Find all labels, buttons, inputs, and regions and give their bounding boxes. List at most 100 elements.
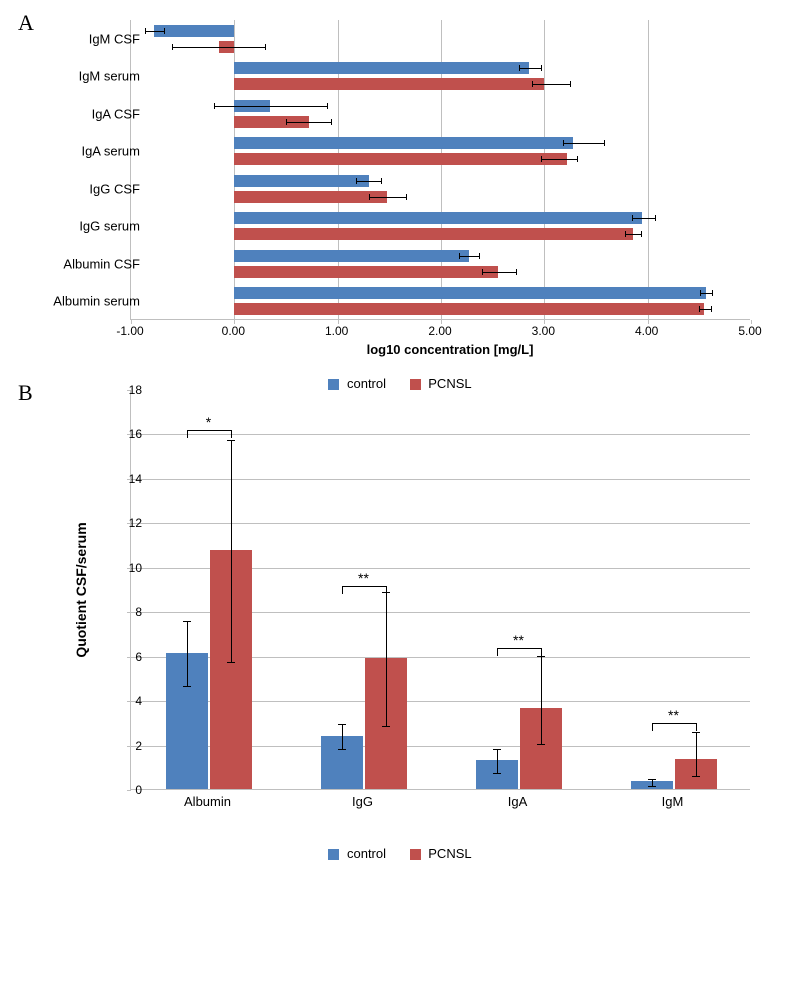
errorbar <box>286 122 331 123</box>
significance-bracket-leg <box>231 430 233 438</box>
y-category-label: IgA serum <box>81 144 140 159</box>
errorbar-cap <box>493 773 501 774</box>
significance-bracket <box>652 723 696 724</box>
errorbar-cap <box>532 81 533 87</box>
errorbar <box>214 106 328 107</box>
errorbar <box>632 218 655 219</box>
errorbar <box>625 234 642 235</box>
errorbar <box>497 749 498 773</box>
errorbar-cap <box>227 440 235 441</box>
panel-b-yaxis-title: Quotient CSF/serum <box>73 522 89 657</box>
y-category-label: IgG CSF <box>89 181 140 196</box>
x-tick-label: 4.00 <box>635 324 658 338</box>
legend-label-pcnsl: PCNSL <box>428 846 471 861</box>
significance-label: ** <box>513 632 524 648</box>
x-tick-label: 3.00 <box>532 324 555 338</box>
significance-label: ** <box>668 707 679 723</box>
errorbar-cap <box>648 779 656 780</box>
x-category-label: Albumin <box>184 794 231 809</box>
errorbar-cap <box>692 732 700 733</box>
panel-b-legend: control PCNSL <box>10 846 790 861</box>
errorbar <box>187 621 188 685</box>
errorbar <box>386 592 387 725</box>
y-category-label: IgA CSF <box>92 106 140 121</box>
y-tick-label: 0 <box>135 783 142 797</box>
errorbar-cap <box>648 786 656 787</box>
errorbar-cap <box>570 81 571 87</box>
errorbar <box>145 31 164 32</box>
significance-bracket-leg <box>187 430 189 438</box>
swatch-pcnsl <box>410 849 421 860</box>
gridline <box>648 20 649 319</box>
y-tick-label: 6 <box>135 650 142 664</box>
x-tick-label: 5.00 <box>738 324 761 338</box>
errorbar-cap <box>406 194 407 200</box>
tick <box>127 657 131 658</box>
panel-a: A log10 concentration [mg/L] -1.000.001.… <box>10 10 790 370</box>
bar-control <box>154 25 235 37</box>
errorbar <box>699 309 710 310</box>
gridline <box>131 479 750 480</box>
errorbar <box>356 181 381 182</box>
tick <box>127 790 131 791</box>
errorbar <box>700 293 711 294</box>
x-tick-label: -1.00 <box>116 324 143 338</box>
errorbar <box>541 159 577 160</box>
errorbar-cap <box>632 215 633 221</box>
y-category-label: IgM CSF <box>89 31 140 46</box>
errorbar <box>519 68 542 69</box>
significance-bracket <box>497 648 541 649</box>
legend-item-pcnsl: PCNSL <box>410 846 472 861</box>
errorbar <box>696 732 697 775</box>
y-tick-label: 12 <box>129 516 142 530</box>
legend-label-control: control <box>347 846 386 861</box>
errorbar-cap <box>459 253 460 259</box>
legend-item-control: control <box>328 846 386 861</box>
errorbar <box>459 256 480 257</box>
errorbar-cap <box>145 28 146 34</box>
errorbar-cap <box>711 306 712 312</box>
errorbar-cap <box>369 194 370 200</box>
errorbar-cap <box>537 744 545 745</box>
bar-pcnsl <box>234 78 544 90</box>
x-tick-label: 2.00 <box>428 324 451 338</box>
panel-b-plot: Quotient CSF/serum ******* <box>130 390 750 790</box>
bar-control <box>234 62 529 74</box>
y-tick-label: 18 <box>129 383 142 397</box>
tick <box>127 612 131 613</box>
errorbar-cap <box>214 103 215 109</box>
errorbar-cap <box>356 178 357 184</box>
errorbar-cap <box>479 253 480 259</box>
errorbar-cap <box>577 156 578 162</box>
errorbar-cap <box>604 140 605 146</box>
swatch-control <box>328 849 339 860</box>
errorbar <box>532 84 570 85</box>
y-tick-label: 16 <box>129 427 142 441</box>
bar-pcnsl <box>234 266 498 278</box>
x-category-label: IgA <box>508 794 528 809</box>
significance-label: ** <box>358 570 369 586</box>
significance-bracket <box>187 430 231 431</box>
errorbar-cap <box>699 306 700 312</box>
bar-control <box>234 212 642 224</box>
x-category-label: IgG <box>352 794 373 809</box>
panel-a-xaxis-title: log10 concentration [mg/L] <box>367 342 534 357</box>
errorbar-cap <box>338 724 346 725</box>
x-category-label: IgM <box>662 794 684 809</box>
errorbar-cap <box>519 65 520 71</box>
bar-pcnsl <box>234 228 633 240</box>
errorbar-cap <box>183 621 191 622</box>
errorbar-cap <box>625 231 626 237</box>
errorbar-cap <box>482 269 483 275</box>
tick <box>127 701 131 702</box>
gridline <box>131 523 750 524</box>
y-tick-label: 4 <box>135 694 142 708</box>
errorbar-cap <box>563 140 564 146</box>
errorbar-cap <box>655 215 656 221</box>
bar-control <box>234 137 573 149</box>
errorbar-cap <box>227 662 235 663</box>
significance-bracket-leg <box>386 586 388 594</box>
y-tick-label: 2 <box>135 739 142 753</box>
errorbar <box>231 440 232 662</box>
errorbar <box>342 724 343 748</box>
